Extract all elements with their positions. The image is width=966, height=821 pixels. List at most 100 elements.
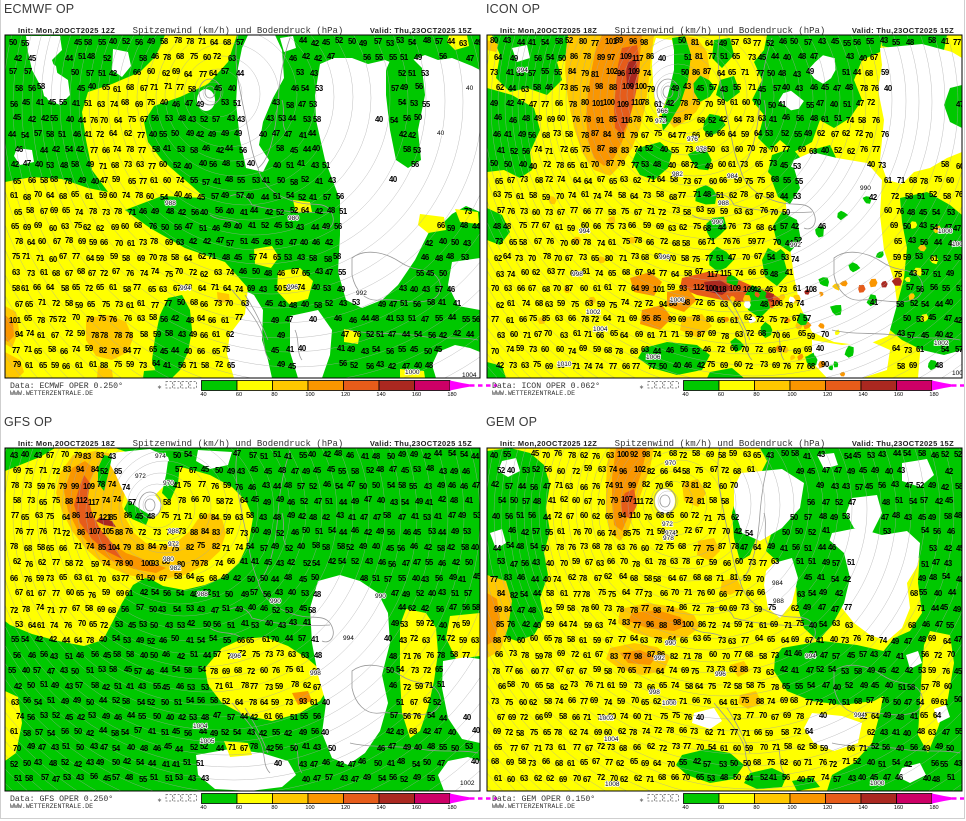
svg-text:43: 43 (683, 82, 692, 91)
svg-text:50: 50 (147, 574, 156, 583)
svg-text:56: 56 (178, 361, 187, 370)
svg-text:65: 65 (696, 773, 705, 782)
svg-text:64: 64 (109, 129, 118, 138)
svg-text:84: 84 (91, 465, 100, 474)
svg-text:48: 48 (327, 206, 336, 215)
svg-text:79: 79 (610, 496, 619, 505)
svg-text:66: 66 (717, 129, 726, 138)
svg-text:53: 53 (139, 620, 148, 629)
svg-text:66: 66 (580, 483, 589, 492)
svg-text:58: 58 (734, 682, 743, 691)
svg-text:47: 47 (360, 513, 368, 522)
svg-text:140: 140 (376, 392, 385, 398)
svg-text:61: 61 (604, 283, 613, 292)
svg-text:58: 58 (15, 84, 24, 93)
svg-text:75: 75 (128, 115, 137, 124)
svg-text:49: 49 (208, 130, 217, 139)
svg-text:78: 78 (163, 53, 172, 62)
svg-text:44: 44 (308, 129, 317, 138)
svg-text:75: 75 (741, 696, 750, 705)
svg-text:54: 54 (831, 575, 840, 584)
svg-text:77: 77 (635, 588, 643, 597)
svg-text:64: 64 (728, 130, 737, 139)
svg-text:83: 83 (136, 543, 145, 552)
svg-text:56: 56 (40, 650, 49, 659)
svg-text:50: 50 (782, 528, 791, 537)
svg-text:64: 64 (668, 635, 677, 644)
svg-text:56: 56 (397, 544, 406, 553)
svg-text:73: 73 (904, 346, 913, 355)
svg-text:77: 77 (632, 362, 640, 371)
svg-text:74: 74 (555, 697, 564, 706)
svg-text:Init: Mon,20OCT2025 18Z: Init: Mon,20OCT2025 18Z (500, 26, 597, 35)
svg-text:70: 70 (770, 208, 779, 217)
svg-text:78: 78 (568, 451, 577, 460)
svg-text:54: 54 (903, 449, 912, 458)
svg-text:100: 100 (635, 82, 648, 91)
svg-text:49: 49 (235, 605, 244, 614)
svg-text:51: 51 (98, 69, 107, 78)
svg-text:72: 72 (793, 727, 802, 736)
svg-text:41: 41 (785, 268, 794, 277)
svg-text:43: 43 (897, 329, 906, 338)
svg-text:60: 60 (580, 511, 589, 520)
svg-text:66: 66 (593, 222, 602, 231)
svg-text:68: 68 (669, 449, 678, 458)
svg-text:62: 62 (797, 743, 806, 752)
svg-text:52: 52 (366, 466, 375, 475)
svg-text:72: 72 (247, 667, 256, 676)
svg-text:47: 47 (185, 222, 193, 231)
svg-text:75: 75 (695, 466, 704, 475)
svg-text:54: 54 (546, 53, 555, 62)
svg-text:65: 65 (543, 728, 552, 737)
svg-text:117: 117 (88, 498, 99, 507)
svg-text:74: 74 (16, 712, 25, 721)
svg-text:42: 42 (544, 606, 553, 615)
svg-text:54: 54 (209, 634, 218, 643)
svg-text:78: 78 (125, 331, 134, 340)
svg-text:Data: GEM OPER 0.150°: Data: GEM OPER 0.150° (492, 795, 595, 804)
svg-text:66: 66 (665, 480, 674, 489)
svg-text:994: 994 (854, 712, 865, 719)
svg-text:58: 58 (709, 496, 718, 505)
svg-text:67: 67 (605, 636, 613, 645)
svg-text:52: 52 (221, 728, 230, 737)
svg-text:65: 65 (605, 512, 614, 521)
svg-text:71: 71 (47, 606, 56, 615)
svg-text:45: 45 (871, 681, 880, 690)
svg-text:54: 54 (520, 590, 529, 599)
svg-text:77: 77 (844, 603, 852, 612)
svg-text:51: 51 (273, 192, 282, 201)
svg-text:52: 52 (309, 482, 318, 491)
svg-text:109: 109 (628, 67, 641, 76)
svg-text:86: 86 (570, 52, 579, 61)
svg-text:46: 46 (421, 253, 430, 262)
svg-text:57: 57 (35, 728, 43, 737)
svg-text:58: 58 (918, 449, 927, 458)
svg-text:67: 67 (679, 574, 687, 583)
svg-text:43: 43 (278, 621, 287, 630)
svg-text:46: 46 (323, 480, 332, 489)
svg-text:50: 50 (173, 451, 182, 460)
svg-text:65: 65 (246, 636, 255, 645)
svg-text:40: 40 (934, 589, 943, 598)
svg-text:45: 45 (410, 345, 419, 354)
svg-text:43: 43 (237, 115, 246, 124)
svg-text:59: 59 (542, 193, 551, 202)
svg-text:69: 69 (590, 696, 599, 705)
svg-text:62: 62 (532, 268, 541, 277)
svg-text:73: 73 (46, 574, 55, 583)
svg-text:74: 74 (507, 270, 516, 279)
svg-text:57: 57 (921, 268, 929, 277)
svg-text:46: 46 (172, 100, 181, 109)
svg-text:77: 77 (730, 728, 738, 737)
svg-text:60: 60 (109, 191, 118, 200)
svg-text:58: 58 (65, 559, 74, 568)
svg-text:40: 40 (22, 666, 31, 675)
svg-text:101: 101 (9, 316, 22, 325)
svg-text:46: 46 (438, 559, 447, 568)
svg-text:57: 57 (803, 314, 811, 323)
svg-text:76: 76 (955, 190, 964, 199)
svg-text:47: 47 (327, 52, 335, 61)
svg-text:54: 54 (184, 450, 193, 459)
